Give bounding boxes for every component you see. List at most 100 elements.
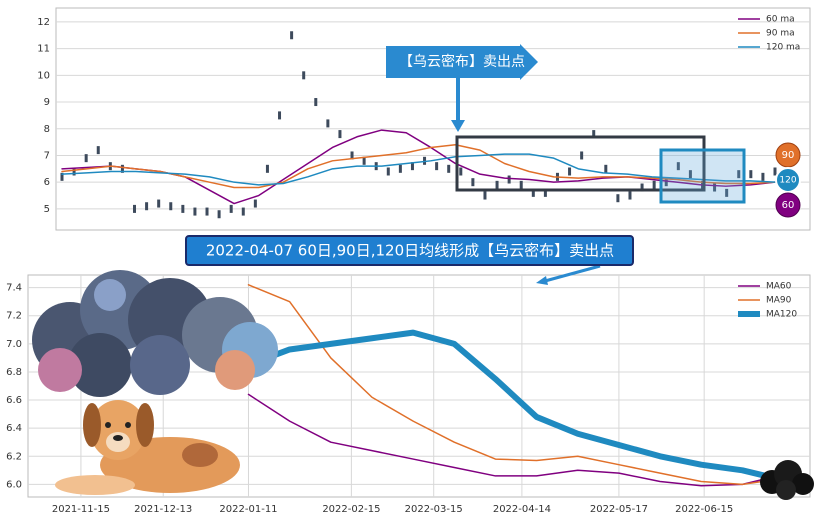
price-bar [362, 156, 366, 165]
price-bar [72, 167, 76, 176]
price-bar [120, 164, 124, 173]
y-tick-label: 6.0 [6, 479, 22, 490]
y-tick-label: 7.2 [6, 311, 22, 322]
top-chart: 5 6 7 8 9 10 11 12 60 ma 90 ma 120 ma [37, 15, 810, 219]
ma-line [61, 153, 776, 186]
price-bar [761, 172, 765, 181]
price-bar [459, 167, 463, 176]
badge [775, 192, 801, 218]
ma-line [61, 144, 776, 189]
dog [55, 400, 240, 495]
callout [386, 44, 538, 80]
highlight-box [455, 135, 706, 192]
price-bar [604, 164, 608, 173]
price-bar [217, 210, 221, 219]
badge-label: 90 [782, 150, 795, 161]
banner-box [185, 235, 634, 266]
price-bar [265, 164, 269, 173]
arrow-head [536, 276, 548, 285]
price-bar [229, 204, 233, 213]
price-bar [181, 204, 185, 213]
price-bar [713, 183, 717, 192]
price-bar [507, 175, 511, 184]
ma-line [247, 284, 773, 486]
top-plot-frame [55, 7, 811, 231]
badge-label: 60 [782, 200, 795, 211]
legend-label: MA90 [766, 296, 792, 306]
x-tick-label: 2022-01-11 [219, 504, 277, 515]
price-bar [737, 170, 741, 179]
price-bar [471, 178, 475, 187]
price-bar [193, 207, 197, 216]
x-tick-label: 2022-05-17 [590, 504, 648, 515]
price-bar [60, 172, 64, 181]
price-bar [676, 162, 680, 171]
x-tick-label: 2022-04-14 [493, 504, 551, 515]
price-bar [169, 202, 173, 211]
price-bar [773, 167, 777, 176]
badge-label: 120 [779, 176, 796, 186]
price-bar [157, 199, 161, 208]
y-tick-label: 8 [44, 124, 50, 135]
price-bar [205, 207, 209, 216]
y-tick-label: 12 [37, 17, 50, 28]
price-bar [253, 199, 257, 208]
price-bar [580, 151, 584, 160]
price-bar [386, 167, 390, 176]
price-bar [241, 207, 245, 216]
price-bar [435, 162, 439, 171]
price-bar [495, 180, 499, 189]
price-bar [410, 162, 414, 171]
x-tick-label: 2021-11-15 [52, 504, 110, 515]
y-tick-label: 11 [37, 44, 50, 55]
legend-label: MA60 [766, 282, 792, 292]
y-tick-label: 7.4 [6, 283, 22, 294]
price-bar [592, 130, 596, 139]
x-tick-label: 2021-12-13 [134, 504, 192, 515]
price-bar [84, 154, 88, 163]
legend-label: MA120 [766, 310, 797, 320]
price-bar [652, 180, 656, 189]
price-bar [278, 111, 282, 120]
price-bar [628, 191, 632, 200]
ma-line [247, 393, 773, 487]
highlight-box [659, 148, 746, 204]
price-bar [338, 130, 342, 139]
y-tick-label: 7 [44, 150, 50, 161]
price-bar [568, 167, 572, 176]
x-tick-label: 2022-06-15 [675, 504, 733, 515]
arrow [544, 264, 601, 283]
price-bar [519, 180, 523, 189]
y-tick-label: 9 [44, 97, 50, 108]
y-tick-label: 7.0 [6, 339, 22, 350]
y-tick-label: 6.6 [6, 395, 22, 406]
price-bar [483, 191, 487, 200]
price-bar [96, 146, 100, 155]
decorations [32, 44, 814, 500]
legend-label: 90 ma [766, 29, 795, 39]
badge [775, 167, 801, 193]
y-tick-label: 6.2 [6, 451, 22, 462]
y-tick-label: 5 [44, 204, 50, 215]
x-tick-label: 2022-03-15 [405, 504, 463, 515]
legend-label: 60 ma [766, 15, 795, 25]
price-bar [326, 119, 330, 128]
arrow-head [451, 120, 465, 132]
price-bar [350, 151, 354, 160]
y-tick-label: 6.4 [6, 423, 22, 434]
y-tick-label: 6 [44, 177, 50, 188]
banner-text: 2022-04-07 60日,90日,120日均线形成【乌云密布】卖出点 [206, 242, 614, 260]
price-bar [616, 194, 620, 203]
price-bar [664, 178, 668, 187]
price-bar [314, 98, 318, 107]
price-bar [749, 170, 753, 179]
storm-cloud [32, 270, 278, 397]
price-bar [640, 183, 644, 192]
y-tick-label: 6.8 [6, 367, 22, 378]
price-bar [145, 202, 149, 211]
y-tick-label: 10 [37, 70, 50, 81]
price-bar [447, 164, 451, 173]
price-bar [688, 170, 692, 179]
price-bar [133, 204, 137, 213]
price-bar [543, 188, 547, 197]
